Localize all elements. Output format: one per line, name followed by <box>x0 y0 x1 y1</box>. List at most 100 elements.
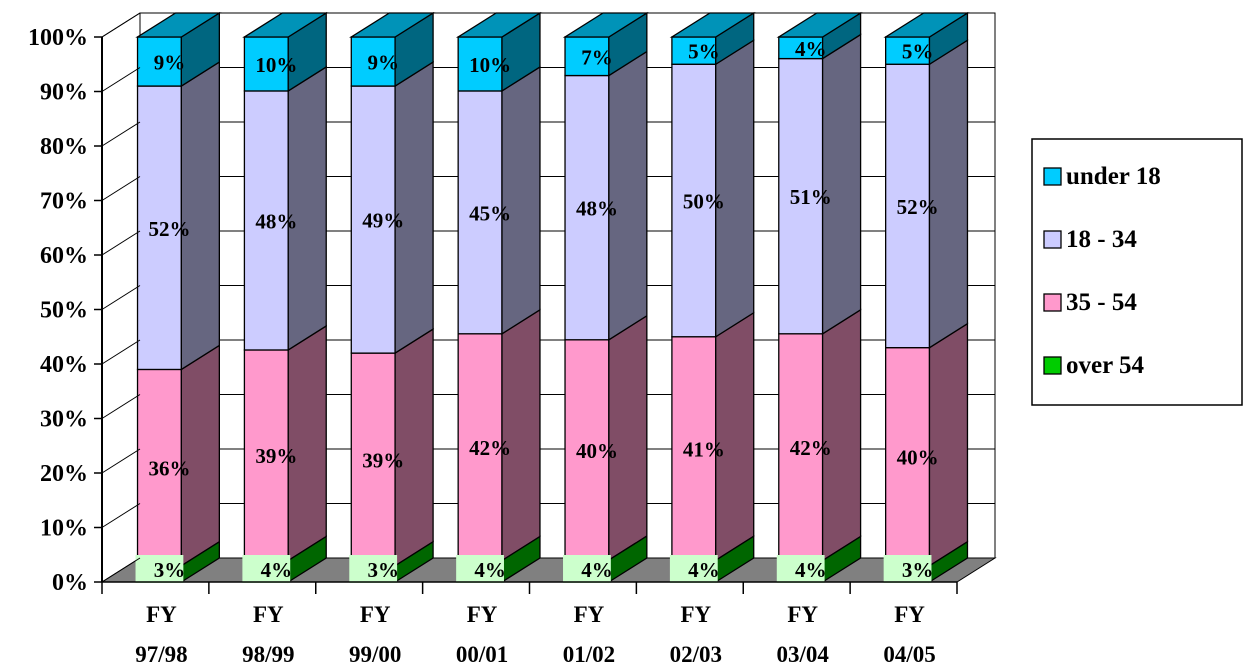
bar-stacks <box>135 11 970 584</box>
bar-segment-18-34 <box>136 85 182 371</box>
data-label-35-54: 39% <box>255 444 297 468</box>
data-label-background <box>242 555 291 583</box>
data-label-background <box>456 555 504 583</box>
data-label-over-54: 3% <box>902 558 934 582</box>
data-label-18-34: 51% <box>790 185 832 209</box>
data-label-35-54: 40% <box>897 446 939 470</box>
data-label-under-18: 4% <box>795 37 827 61</box>
bar-side-18-34 <box>394 60 434 355</box>
x-tick-label: FY 98/99 <box>242 602 294 667</box>
data-label-over-54: 3% <box>154 558 186 582</box>
bar-segment-35-54 <box>671 336 717 561</box>
y-tick-label: 10% <box>40 516 88 542</box>
bar-segment-18-34 <box>778 57 824 335</box>
data-label-background <box>349 555 398 583</box>
bar-top-under-18 <box>883 12 970 38</box>
data-label-under-18: 7% <box>581 45 613 69</box>
x-tick-label: FY 02/03 <box>670 602 722 667</box>
data-label-background <box>883 555 932 583</box>
bar-side-18-34 <box>180 60 220 371</box>
bar-top-under-18 <box>562 12 650 38</box>
bar-segment-18-34 <box>457 90 503 335</box>
data-label-35-54: 42% <box>790 436 832 460</box>
side-wall-gridline <box>101 557 141 583</box>
y-tick-label: 0% <box>52 570 88 596</box>
y-tick-label: 50% <box>40 298 88 324</box>
bar-side-35-54 <box>715 311 755 562</box>
data-label-under-18: 10% <box>469 53 511 77</box>
data-label-35-54: 40% <box>576 439 618 463</box>
data-label-18-34: 48% <box>576 197 618 221</box>
data-label-over-54: 4% <box>581 558 613 582</box>
x-tick-label: FY 99/00 <box>349 602 401 667</box>
bar-side-35-54 <box>821 308 862 562</box>
bar-side-18-34 <box>608 50 648 341</box>
bar-top-under-18 <box>242 12 329 38</box>
y-tick-label: 60% <box>40 243 88 269</box>
legend-label-18-34: 18 - 34 <box>1066 226 1137 253</box>
data-label-over-54: 3% <box>367 558 399 582</box>
data-label-over-54: 4% <box>795 558 827 582</box>
side-wall-gridline <box>101 448 141 474</box>
side-wall-gridline <box>101 503 141 528</box>
y-tick-label: 30% <box>40 407 88 433</box>
x-tick-label: FY 00/01 <box>456 602 508 667</box>
data-label-under-18: 10% <box>255 53 297 77</box>
x-tick-label: FY 03/04 <box>776 602 829 667</box>
side-wall-gridline <box>101 285 141 310</box>
data-label-18-34: 48% <box>255 209 297 233</box>
data-label-35-54: 42% <box>469 436 511 460</box>
x-tick-label: FY 97/98 <box>135 602 187 667</box>
data-label-background <box>776 555 825 583</box>
legend-swatch-under-18 <box>1043 167 1062 186</box>
data-label-18-34: 52% <box>148 217 190 241</box>
bar-segment-35-54 <box>136 368 182 567</box>
x-tick-label: FY 01/02 <box>563 602 615 667</box>
legend-box <box>1031 138 1243 406</box>
data-label-under-18: 5% <box>902 40 934 64</box>
legend: under 18 18 - 34 35 - 54 over 54 <box>1031 138 1243 406</box>
bar-stack <box>349 11 436 584</box>
data-label-background <box>135 555 184 583</box>
bar-stack <box>135 11 222 584</box>
data-label-18-34: 45% <box>469 201 511 225</box>
bar-top-under-18 <box>135 12 222 38</box>
legend-swatch-over-54 <box>1043 356 1062 375</box>
bar-segment-35-54 <box>885 346 931 567</box>
bar-segment-under-18 <box>243 36 289 92</box>
bar-stack <box>669 11 756 584</box>
bar-stack <box>883 11 970 584</box>
legend-label-over-54: over 54 <box>1066 352 1144 379</box>
side-wall-gridline <box>101 176 141 201</box>
y-tick-label: 90% <box>40 80 88 106</box>
legend-label-under-18: under 18 <box>1066 163 1161 190</box>
legend-label-35-54: 35 - 54 <box>1066 289 1137 316</box>
bar-side-35-54 <box>608 314 648 562</box>
y-tick-label: 70% <box>40 189 88 215</box>
bar-side-18-34 <box>287 65 327 352</box>
side-wall-gridline <box>101 394 141 419</box>
side-wall-gridline <box>101 67 141 92</box>
bar-segment-under-18 <box>136 36 182 87</box>
bar-side-35-54 <box>501 308 541 562</box>
legend-swatch-18-34 <box>1043 230 1062 249</box>
bar-stack <box>242 11 329 584</box>
bar-stack <box>776 11 863 584</box>
data-label-35-54: 36% <box>148 457 190 481</box>
bar-side-18-34 <box>821 33 862 335</box>
bar-side-35-54 <box>928 322 969 567</box>
y-tick-label: 20% <box>40 461 88 487</box>
chart-floor <box>100 557 997 583</box>
bar-side-35-54 <box>287 324 327 562</box>
bar-side-18-34 <box>928 39 969 349</box>
data-label-18-34: 52% <box>897 195 939 219</box>
data-label-18-34: 49% <box>362 209 404 233</box>
bar-top-under-18 <box>776 12 863 38</box>
y-tick-label: 100% <box>28 25 88 51</box>
bar-segment-18-34 <box>564 74 610 341</box>
bar-side-35-54 <box>394 327 434 567</box>
data-label-over-54: 4% <box>261 558 293 582</box>
bar-segment-35-54 <box>564 339 610 561</box>
side-wall-edge <box>101 12 141 38</box>
